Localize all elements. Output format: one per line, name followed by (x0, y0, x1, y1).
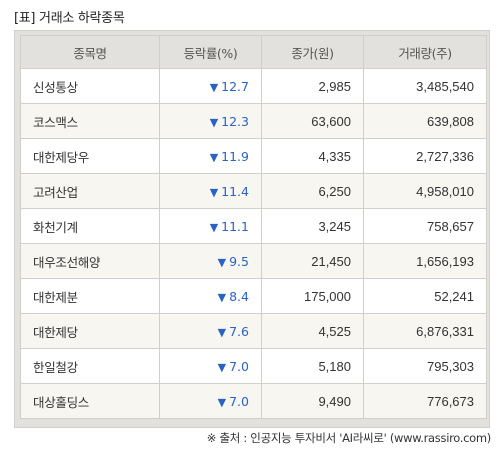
stock-name: 고려산업 (20, 173, 160, 209)
stock-name: 코스맥스 (20, 103, 160, 139)
stock-name: 대한제당 (20, 313, 160, 349)
change-rate: ▼ 8.4 (159, 278, 262, 314)
stock-name: 한일철강 (20, 348, 160, 384)
change-rate: ▼ 7.0 (159, 348, 262, 384)
down-arrow-icon: ▼ (217, 290, 227, 304)
trade-volume: 6,876,331 (363, 313, 487, 349)
change-value: 7.6 (229, 323, 249, 339)
change-value: 7.0 (229, 393, 249, 409)
stock-name: 대한제당우 (20, 138, 160, 174)
closing-price: 63,600 (261, 103, 364, 139)
down-arrow-icon: ▼ (217, 360, 227, 374)
table-row: 한일철강 ▼ 7.0 5,180 795,303 (20, 348, 487, 384)
table-row: 대한제당우 ▼ 11.9 4,335 2,727,336 (20, 138, 487, 174)
change-rate: ▼ 7.6 (159, 313, 262, 349)
trade-volume: 2,727,336 (363, 138, 487, 174)
change-rate: ▼ 7.0 (159, 383, 262, 419)
down-arrow-icon: ▼ (209, 115, 219, 129)
table-row: 대상홀딩스 ▼ 7.0 9,490 776,673 (20, 383, 487, 419)
change-value: 11.9 (221, 148, 249, 164)
stock-name: 대상홀딩스 (20, 383, 160, 419)
closing-price: 2,985 (261, 68, 364, 104)
closing-price: 6,250 (261, 173, 364, 209)
down-arrow-icon: ▼ (217, 255, 227, 269)
header-volume: 거래량(주) (363, 35, 487, 69)
table-row: 고려산업 ▼ 11.4 6,250 4,958,010 (20, 173, 487, 209)
trade-volume: 52,241 (363, 278, 487, 314)
closing-price: 3,245 (261, 208, 364, 244)
down-arrow-icon: ▼ (209, 80, 219, 94)
stock-table: 종목명 등락률(%) 종가(원) 거래량(주) 신성통상 ▼ 12.7 2,985 3,… (20, 35, 487, 419)
table-container: 종목명 등락률(%) 종가(원) 거래량(주) 신성통상 ▼ 12.7 2,985 3,… (14, 30, 490, 428)
change-value: 7.0 (229, 358, 249, 374)
closing-price: 5,180 (261, 348, 364, 384)
closing-price: 4,335 (261, 138, 364, 174)
table-row: 화천기계 ▼ 11.1 3,245 758,657 (20, 208, 487, 244)
closing-price: 4,525 (261, 313, 364, 349)
down-arrow-icon: ▼ (209, 220, 219, 234)
closing-price: 175,000 (261, 278, 364, 314)
stock-name: 화천기계 (20, 208, 160, 244)
trade-volume: 4,958,010 (363, 173, 487, 209)
closing-price: 9,490 (261, 383, 364, 419)
stock-name: 대한제분 (20, 278, 160, 314)
table-header-row: 종목명 등락률(%) 종가(원) 거래량(주) (20, 35, 487, 69)
change-rate: ▼ 12.3 (159, 103, 262, 139)
source-note: ※ 출처 : 인공지능 투자비서 'AI라씨로' (www.rassiro.co… (206, 431, 492, 445)
trade-volume: 758,657 (363, 208, 487, 244)
closing-price: 21,450 (261, 243, 364, 279)
trade-volume: 795,303 (363, 348, 487, 384)
change-value: 9.5 (229, 253, 249, 269)
header-price: 종가(원) (261, 35, 364, 69)
table-row: 코스맥스 ▼ 12.3 63,600 639,808 (20, 103, 487, 139)
change-value: 12.7 (221, 78, 249, 94)
change-rate: ▼ 9.5 (159, 243, 262, 279)
change-value: 11.1 (221, 218, 249, 234)
change-rate: ▼ 11.9 (159, 138, 262, 174)
table-row: 신성통상 ▼ 12.7 2,985 3,485,540 (20, 68, 487, 104)
stock-name: 신성통상 (20, 68, 160, 104)
trade-volume: 639,808 (363, 103, 487, 139)
down-arrow-icon: ▼ (209, 185, 219, 199)
change-rate: ▼ 11.1 (159, 208, 262, 244)
change-value: 11.4 (221, 183, 249, 199)
table-row: 대한제분 ▼ 8.4 175,000 52,241 (20, 278, 487, 314)
change-rate: ▼ 12.7 (159, 68, 262, 104)
down-arrow-icon: ▼ (217, 325, 227, 339)
page-title: [표] 거래소 하락종목 (14, 11, 125, 26)
table-row: 대우조선해양 ▼ 9.5 21,450 1,656,193 (20, 243, 487, 279)
trade-volume: 1,656,193 (363, 243, 487, 279)
change-rate: ▼ 11.4 (159, 173, 262, 209)
trade-volume: 776,673 (363, 383, 487, 419)
down-arrow-icon: ▼ (209, 150, 219, 164)
down-arrow-icon: ▼ (217, 395, 227, 409)
header-change: 등락률(%) (159, 35, 262, 69)
stock-name: 대우조선해양 (20, 243, 160, 279)
change-value: 12.3 (221, 113, 249, 129)
table-row: 대한제당 ▼ 7.6 4,525 6,876,331 (20, 313, 487, 349)
trade-volume: 3,485,540 (363, 68, 487, 104)
header-name: 종목명 (20, 35, 160, 69)
change-value: 8.4 (229, 288, 249, 304)
